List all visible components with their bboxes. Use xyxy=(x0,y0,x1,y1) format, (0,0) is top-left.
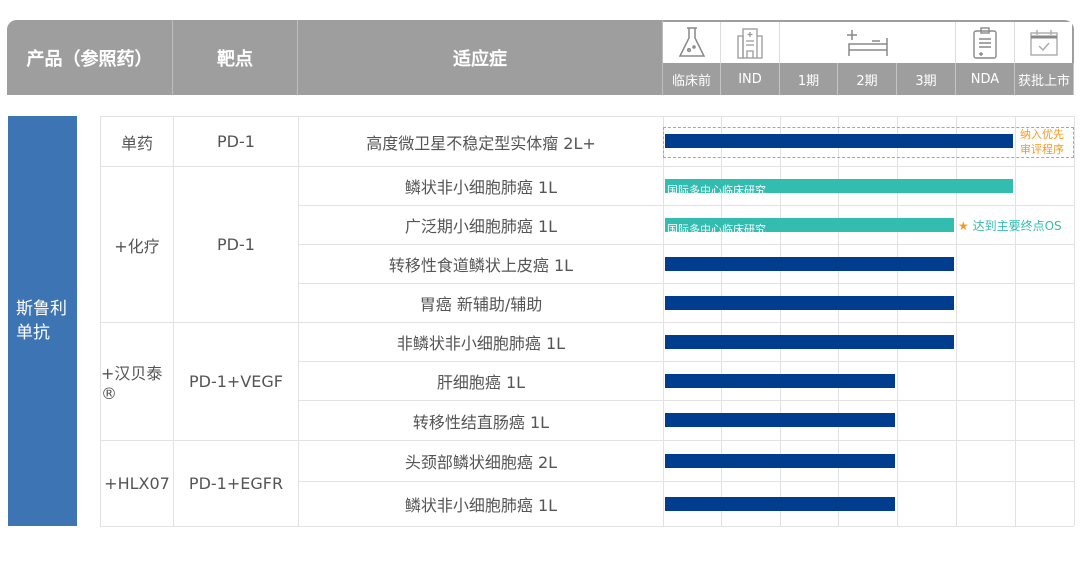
indication-cell: 转移性结直肠癌 1L xyxy=(298,400,664,441)
annotation: 纳入优先审评程序 xyxy=(1020,128,1064,156)
row-divider xyxy=(663,166,1074,167)
header-indication: 适应症 xyxy=(298,20,663,95)
row-divider xyxy=(663,322,1074,323)
stage-header: 1期 xyxy=(780,63,838,95)
indication-cell: 胃癌 新辅助/辅助 xyxy=(298,283,664,323)
target-cell: PD-1+VEGF xyxy=(173,322,299,441)
row-divider xyxy=(663,440,1074,441)
progress-bar xyxy=(665,496,895,511)
annotation-text: 达到主要终点OS xyxy=(972,218,1062,233)
progress-bar xyxy=(665,413,895,427)
target-cell: PD-1 xyxy=(173,116,299,167)
hospital-bed-icon xyxy=(780,22,956,63)
indication-cell: 肝细胞癌 1L xyxy=(298,361,664,401)
progress-bar xyxy=(665,373,895,388)
progress-bar xyxy=(665,134,1013,148)
clipboard-icon xyxy=(956,22,1015,63)
annotation: ★ 达到主要终点OS xyxy=(958,217,1062,234)
row-divider xyxy=(663,244,1074,245)
indication-cell: 广泛期小细胞肺癌 1L xyxy=(298,205,664,245)
grid-line xyxy=(956,116,957,526)
stage-header: 临床前 xyxy=(663,63,721,95)
indication-cell: 高度微卫星不稳定型实体瘤 2L+ xyxy=(298,116,664,167)
indication-cell: 头颈部鳞状细胞癌 2L xyxy=(298,440,664,482)
progress-bar: 国际多中心临床研究 xyxy=(665,217,954,236)
drug-name-label: 斯鲁利单抗 xyxy=(16,299,67,343)
row-divider xyxy=(663,283,1074,284)
product-cell: +HLX07 xyxy=(100,440,174,527)
row-divider xyxy=(663,400,1074,401)
row-divider xyxy=(663,205,1074,206)
row-divider xyxy=(663,481,1074,482)
stage-header: 3期 xyxy=(897,63,956,95)
header-product: 产品（参照药） xyxy=(7,20,173,95)
bar-label: 国际多中心临床研究 xyxy=(667,183,766,197)
grid-line xyxy=(838,116,839,526)
progress-bar: 国际多中心临床研究 xyxy=(665,178,1013,197)
product-cell: +化疗 xyxy=(100,166,174,323)
target-cell: PD-1 xyxy=(173,166,299,323)
row-divider xyxy=(663,361,1074,362)
flask-icon xyxy=(663,22,721,63)
hospital-icon xyxy=(721,22,780,63)
stage-header: 2期 xyxy=(838,63,897,95)
indication-cell: 鳞状非小细胞肺癌 1L xyxy=(298,166,664,206)
indication-cell: 非鳞状非小细胞肺癌 1L xyxy=(298,322,664,362)
stage-header: 获批上市 xyxy=(1015,63,1074,95)
progress-bar xyxy=(665,453,895,468)
priority-review-box xyxy=(663,127,1074,158)
grid-line xyxy=(897,116,898,526)
progress-bar xyxy=(665,334,954,349)
progress-bar xyxy=(665,256,954,271)
grid-line xyxy=(780,116,781,526)
progress-bar xyxy=(665,295,954,310)
stage-header: NDA xyxy=(956,63,1015,95)
star-icon: ★ xyxy=(958,218,969,233)
indication-cell: 转移性食道鳞状上皮癌 1L xyxy=(298,244,664,284)
product-cell: +汉贝泰® xyxy=(100,322,174,441)
row-divider xyxy=(663,116,1074,117)
drug-name: 斯鲁利单抗 xyxy=(8,116,77,526)
target-cell: PD-1+EGFR xyxy=(173,440,299,527)
calendar-check-icon xyxy=(1015,22,1072,63)
grid-line xyxy=(721,116,722,526)
indication-cell: 鳞状非小细胞肺癌 1L xyxy=(298,481,664,527)
grid-line xyxy=(1015,116,1016,526)
product-cell: 单药 xyxy=(100,116,174,167)
stage-header: IND xyxy=(721,63,780,95)
header-target: 靶点 xyxy=(173,20,298,95)
bar-label: 国际多中心临床研究 xyxy=(667,222,766,236)
